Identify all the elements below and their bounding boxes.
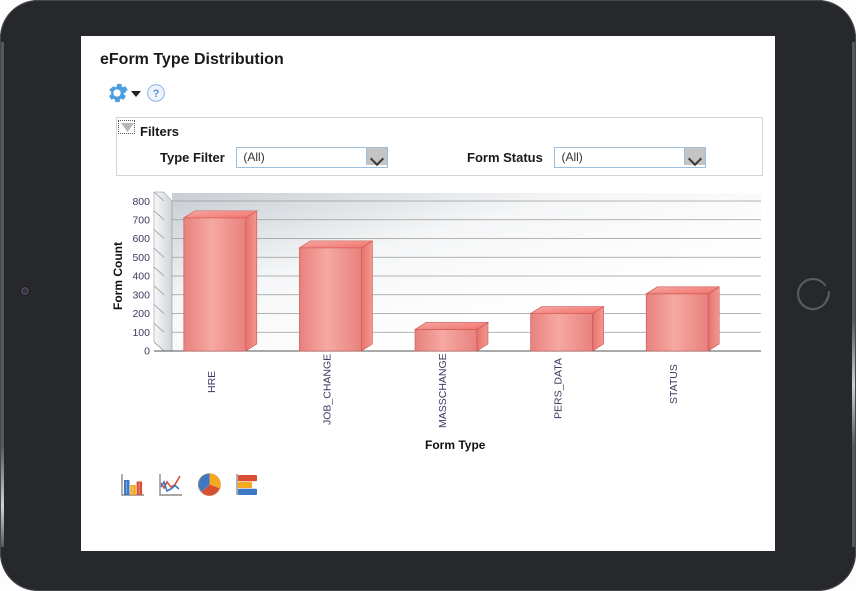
svg-text:700: 700 — [132, 214, 150, 226]
svg-text:JOB_CHANGE: JOB_CHANGE — [321, 354, 333, 425]
svg-text:500: 500 — [132, 252, 150, 264]
svg-text:MASSCHANGE: MASSCHANGE — [437, 353, 449, 428]
svg-text:200: 200 — [132, 308, 150, 320]
svg-text:PERS_DATA: PERS_DATA — [553, 358, 565, 419]
svg-text:0: 0 — [144, 346, 150, 358]
svg-text:300: 300 — [132, 289, 150, 301]
svg-text:800: 800 — [132, 196, 150, 208]
svg-text:100: 100 — [132, 327, 150, 339]
svg-text:HRE: HRE — [206, 371, 218, 393]
svg-text:600: 600 — [132, 233, 150, 245]
svg-text:?: ? — [153, 88, 160, 100]
svg-text:400: 400 — [132, 271, 150, 283]
svg-text:STATUS: STATUS — [668, 364, 680, 404]
